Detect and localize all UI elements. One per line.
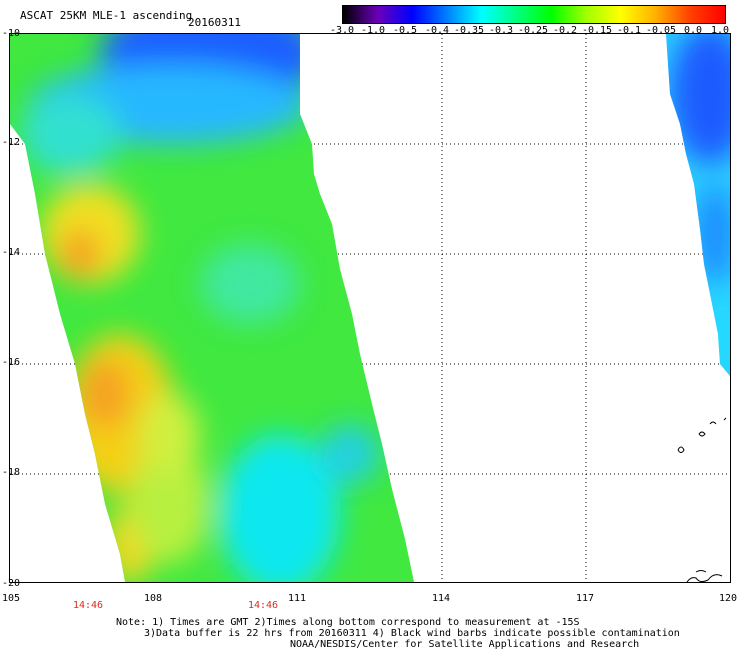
lon-label: 117 — [575, 593, 595, 604]
lat-label: -18 — [2, 467, 21, 478]
swath-patch — [200, 244, 300, 324]
colorbar-label: 0.0 — [683, 25, 703, 36]
island-outline — [709, 421, 717, 425]
colorbar-label: -0.4 — [424, 25, 450, 36]
note-line-2: 3)Data buffer is 22 hrs from 20160311 4)… — [144, 628, 680, 639]
colorbar-label: -1.0 — [360, 25, 386, 36]
colorbar-label: -0.15 — [581, 25, 613, 36]
swath-patch — [140, 394, 200, 474]
colorbar-label: -0.5 — [392, 25, 418, 36]
lon-label: 108 — [143, 593, 163, 604]
colorbar-label: -0.05 — [645, 25, 677, 36]
island-outline — [723, 417, 727, 421]
swath-time: 14:46 — [72, 600, 104, 611]
swath-west — [10, 34, 414, 582]
lat-label: -12 — [2, 137, 21, 148]
coastline — [677, 417, 727, 585]
map-plot — [9, 33, 731, 585]
lat-label: -14 — [2, 247, 21, 258]
colorbar — [342, 5, 726, 24]
colorbar-label: -0.1 — [616, 25, 642, 36]
lat-label: -20 — [2, 578, 21, 589]
swath-patch — [320, 424, 380, 484]
lon-label: 114 — [431, 593, 451, 604]
note-line-1: Note: 1) Times are GMT 2)Times along bot… — [116, 617, 580, 628]
coast-outline — [695, 570, 707, 573]
product-title: ASCAT 25KM MLE-1 ascending — [20, 9, 193, 22]
note-line-3: NOAA/NESDIS/Center for Satellite Applica… — [290, 639, 640, 650]
colorbar-label: -0.2 — [552, 25, 578, 36]
swath-patch — [20, 94, 120, 174]
swath-patch — [80, 359, 130, 429]
coast-outline — [685, 574, 723, 585]
swath-patch — [220, 434, 340, 582]
swath-east — [666, 34, 730, 376]
lon-label: 105 — [1, 593, 21, 604]
colorbar-label: -0.35 — [453, 25, 485, 36]
swath-patch — [695, 184, 730, 284]
colorbar-label: -3.0 — [329, 25, 355, 36]
swath-patch — [130, 444, 210, 564]
lat-label: -10 — [2, 28, 21, 39]
lon-label: 120 — [718, 593, 738, 604]
map-canvas — [10, 34, 730, 585]
product-date: 20160311 — [188, 16, 241, 29]
colorbar-label: -0.3 — [488, 25, 514, 36]
colorbar-label: -0.25 — [517, 25, 549, 36]
island-outline — [698, 431, 706, 437]
island-outline — [677, 446, 685, 453]
swath-patch — [60, 229, 100, 279]
lat-label: -16 — [2, 357, 21, 368]
swath-time: 14:46 — [247, 600, 279, 611]
swath-patch — [670, 34, 730, 164]
colorbar-label: 1.0 — [710, 25, 730, 36]
lon-label: 111 — [287, 593, 307, 604]
